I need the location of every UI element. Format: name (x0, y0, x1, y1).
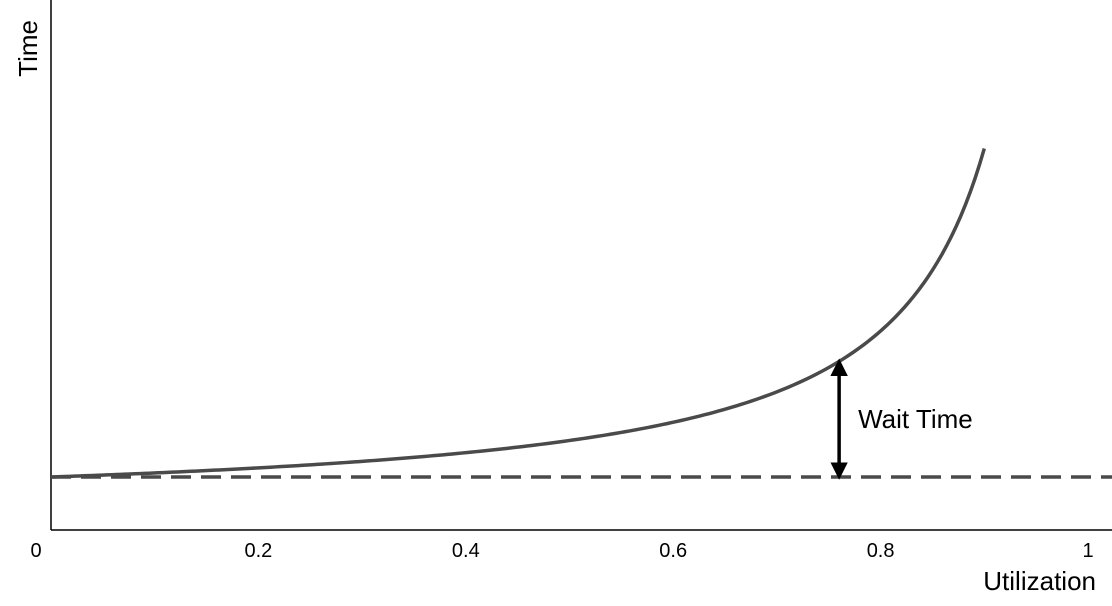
x-tick-label: 0.4 (452, 540, 480, 562)
wait-time-label: Wait Time (858, 404, 973, 434)
x-tick-label: 1 (1082, 540, 1093, 562)
x-tick-label: 0.2 (244, 540, 272, 562)
axes (50, 0, 1112, 531)
x-tick-label: 0.8 (867, 540, 895, 562)
x-tick-label: 0.6 (659, 540, 687, 562)
x-tick-labels: 0 0.2 0.4 0.6 0.8 1 (30, 540, 1093, 562)
wait-time-curve (50, 148, 986, 479)
x-tick-label: 0 (30, 540, 41, 562)
series-layer (50, 148, 1112, 479)
y-axis-title: Time (13, 20, 43, 77)
x-axis-title: Utilization (983, 566, 1096, 596)
annotation-layer: Wait Time (830, 358, 973, 480)
